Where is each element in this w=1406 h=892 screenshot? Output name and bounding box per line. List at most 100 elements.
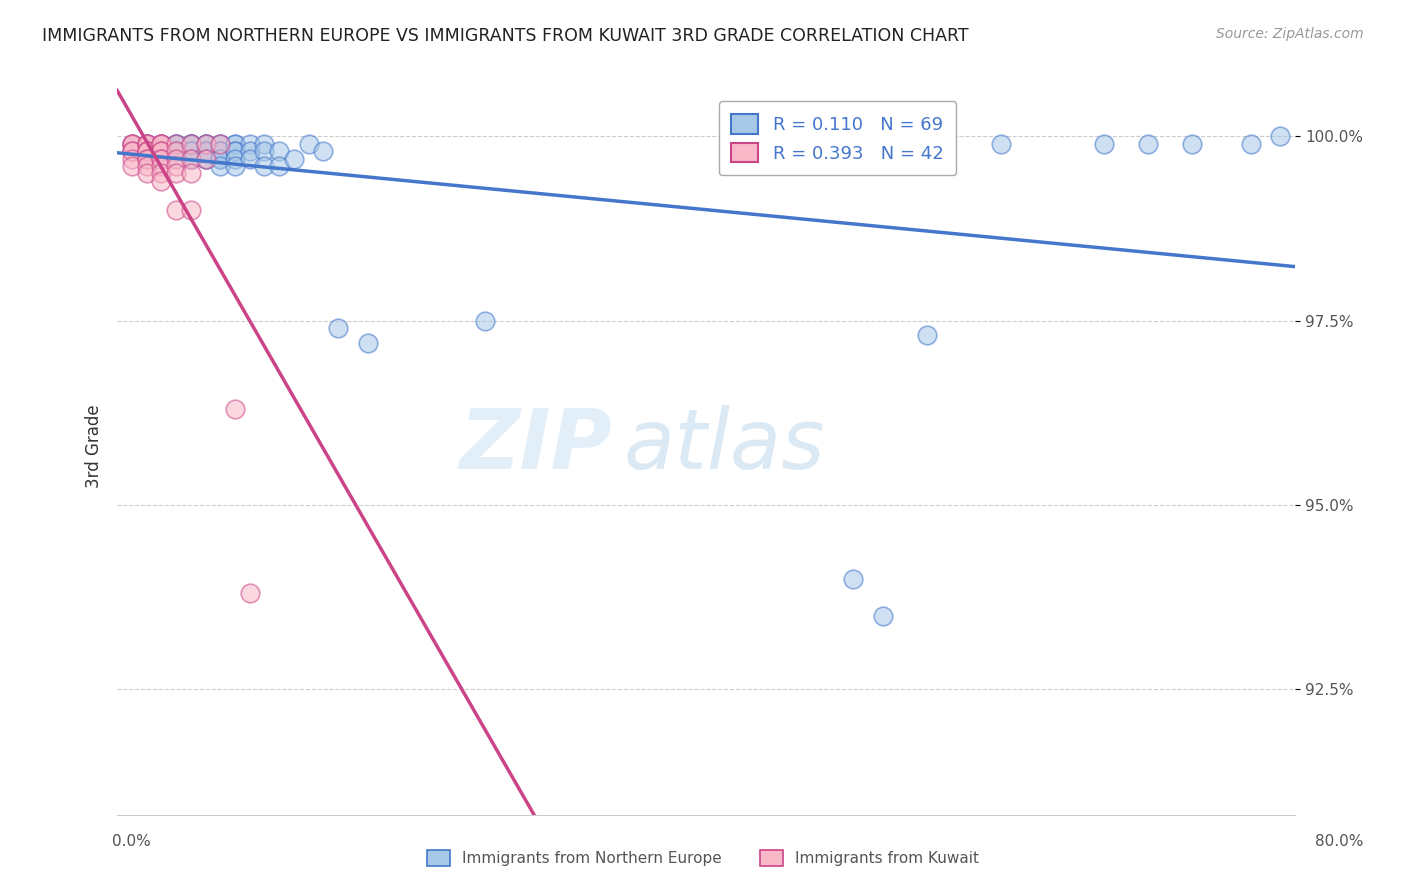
Point	[150, 136, 173, 151]
Point	[1136, 136, 1159, 151]
Text: atlas: atlas	[624, 406, 825, 486]
Point	[165, 144, 187, 158]
Point	[194, 152, 217, 166]
Point	[209, 152, 232, 166]
Point	[180, 136, 202, 151]
Point	[180, 136, 202, 151]
Point	[180, 152, 202, 166]
Point	[150, 144, 173, 158]
Point	[165, 144, 187, 158]
Point	[253, 159, 276, 173]
Point	[135, 136, 157, 151]
Legend: Immigrants from Northern Europe, Immigrants from Kuwait: Immigrants from Northern Europe, Immigra…	[418, 840, 988, 875]
Point	[135, 136, 157, 151]
Point	[269, 159, 291, 173]
Point	[165, 136, 187, 151]
Point	[253, 136, 276, 151]
Point	[180, 136, 202, 151]
Point	[165, 144, 187, 158]
Point	[194, 136, 217, 151]
Point	[194, 144, 217, 158]
Point	[180, 203, 202, 218]
Point	[135, 166, 157, 180]
Point	[990, 136, 1012, 151]
Point	[150, 174, 173, 188]
Point	[135, 144, 157, 158]
Point	[135, 136, 157, 151]
Point	[150, 144, 173, 158]
Point	[150, 144, 173, 158]
Point	[150, 136, 173, 151]
Point	[194, 152, 217, 166]
Point	[121, 144, 143, 158]
Point	[194, 144, 217, 158]
Point	[165, 166, 187, 180]
Point	[224, 159, 246, 173]
Point	[194, 144, 217, 158]
Point	[239, 586, 262, 600]
Text: IMMIGRANTS FROM NORTHERN EUROPE VS IMMIGRANTS FROM KUWAIT 3RD GRADE CORRELATION : IMMIGRANTS FROM NORTHERN EUROPE VS IMMIG…	[42, 27, 969, 45]
Text: 80.0%: 80.0%	[1316, 834, 1364, 849]
Point	[121, 144, 143, 158]
Point	[239, 144, 262, 158]
Point	[209, 144, 232, 158]
Point	[253, 144, 276, 158]
Point	[209, 144, 232, 158]
Point	[150, 144, 173, 158]
Point	[150, 166, 173, 180]
Point	[121, 144, 143, 158]
Point	[224, 402, 246, 417]
Point	[194, 136, 217, 151]
Point	[224, 136, 246, 151]
Text: Source: ZipAtlas.com: Source: ZipAtlas.com	[1216, 27, 1364, 41]
Point	[224, 144, 246, 158]
Point	[239, 136, 262, 151]
Point	[165, 152, 187, 166]
Point	[842, 572, 865, 586]
Point	[872, 608, 894, 623]
Point	[135, 136, 157, 151]
Legend: R = 0.110   N = 69, R = 0.393   N = 42: R = 0.110 N = 69, R = 0.393 N = 42	[718, 101, 956, 176]
Point	[180, 152, 202, 166]
Point	[209, 136, 232, 151]
Point	[915, 328, 938, 343]
Point	[135, 144, 157, 158]
Point	[180, 136, 202, 151]
Point	[135, 136, 157, 151]
Point	[269, 144, 291, 158]
Point	[283, 152, 305, 166]
Point	[121, 152, 143, 166]
Point	[326, 321, 349, 335]
Point	[165, 159, 187, 173]
Point	[135, 152, 157, 166]
Point	[239, 152, 262, 166]
Point	[194, 136, 217, 151]
Point	[121, 136, 143, 151]
Point	[165, 136, 187, 151]
Point	[165, 136, 187, 151]
Point	[150, 152, 173, 166]
Text: ZIP: ZIP	[460, 406, 612, 486]
Point	[194, 152, 217, 166]
Point	[180, 136, 202, 151]
Point	[297, 136, 319, 151]
Point	[180, 144, 202, 158]
Point	[150, 136, 173, 151]
Point	[1092, 136, 1115, 151]
Point	[150, 159, 173, 173]
Point	[180, 152, 202, 166]
Point	[209, 159, 232, 173]
Point	[150, 152, 173, 166]
Text: 0.0%: 0.0%	[112, 834, 152, 849]
Point	[1181, 136, 1204, 151]
Point	[135, 144, 157, 158]
Point	[209, 136, 232, 151]
Point	[165, 152, 187, 166]
Point	[135, 159, 157, 173]
Point	[1270, 129, 1292, 144]
Point	[224, 152, 246, 166]
Point	[356, 335, 378, 350]
Point	[209, 136, 232, 151]
Point	[121, 159, 143, 173]
Point	[135, 152, 157, 166]
